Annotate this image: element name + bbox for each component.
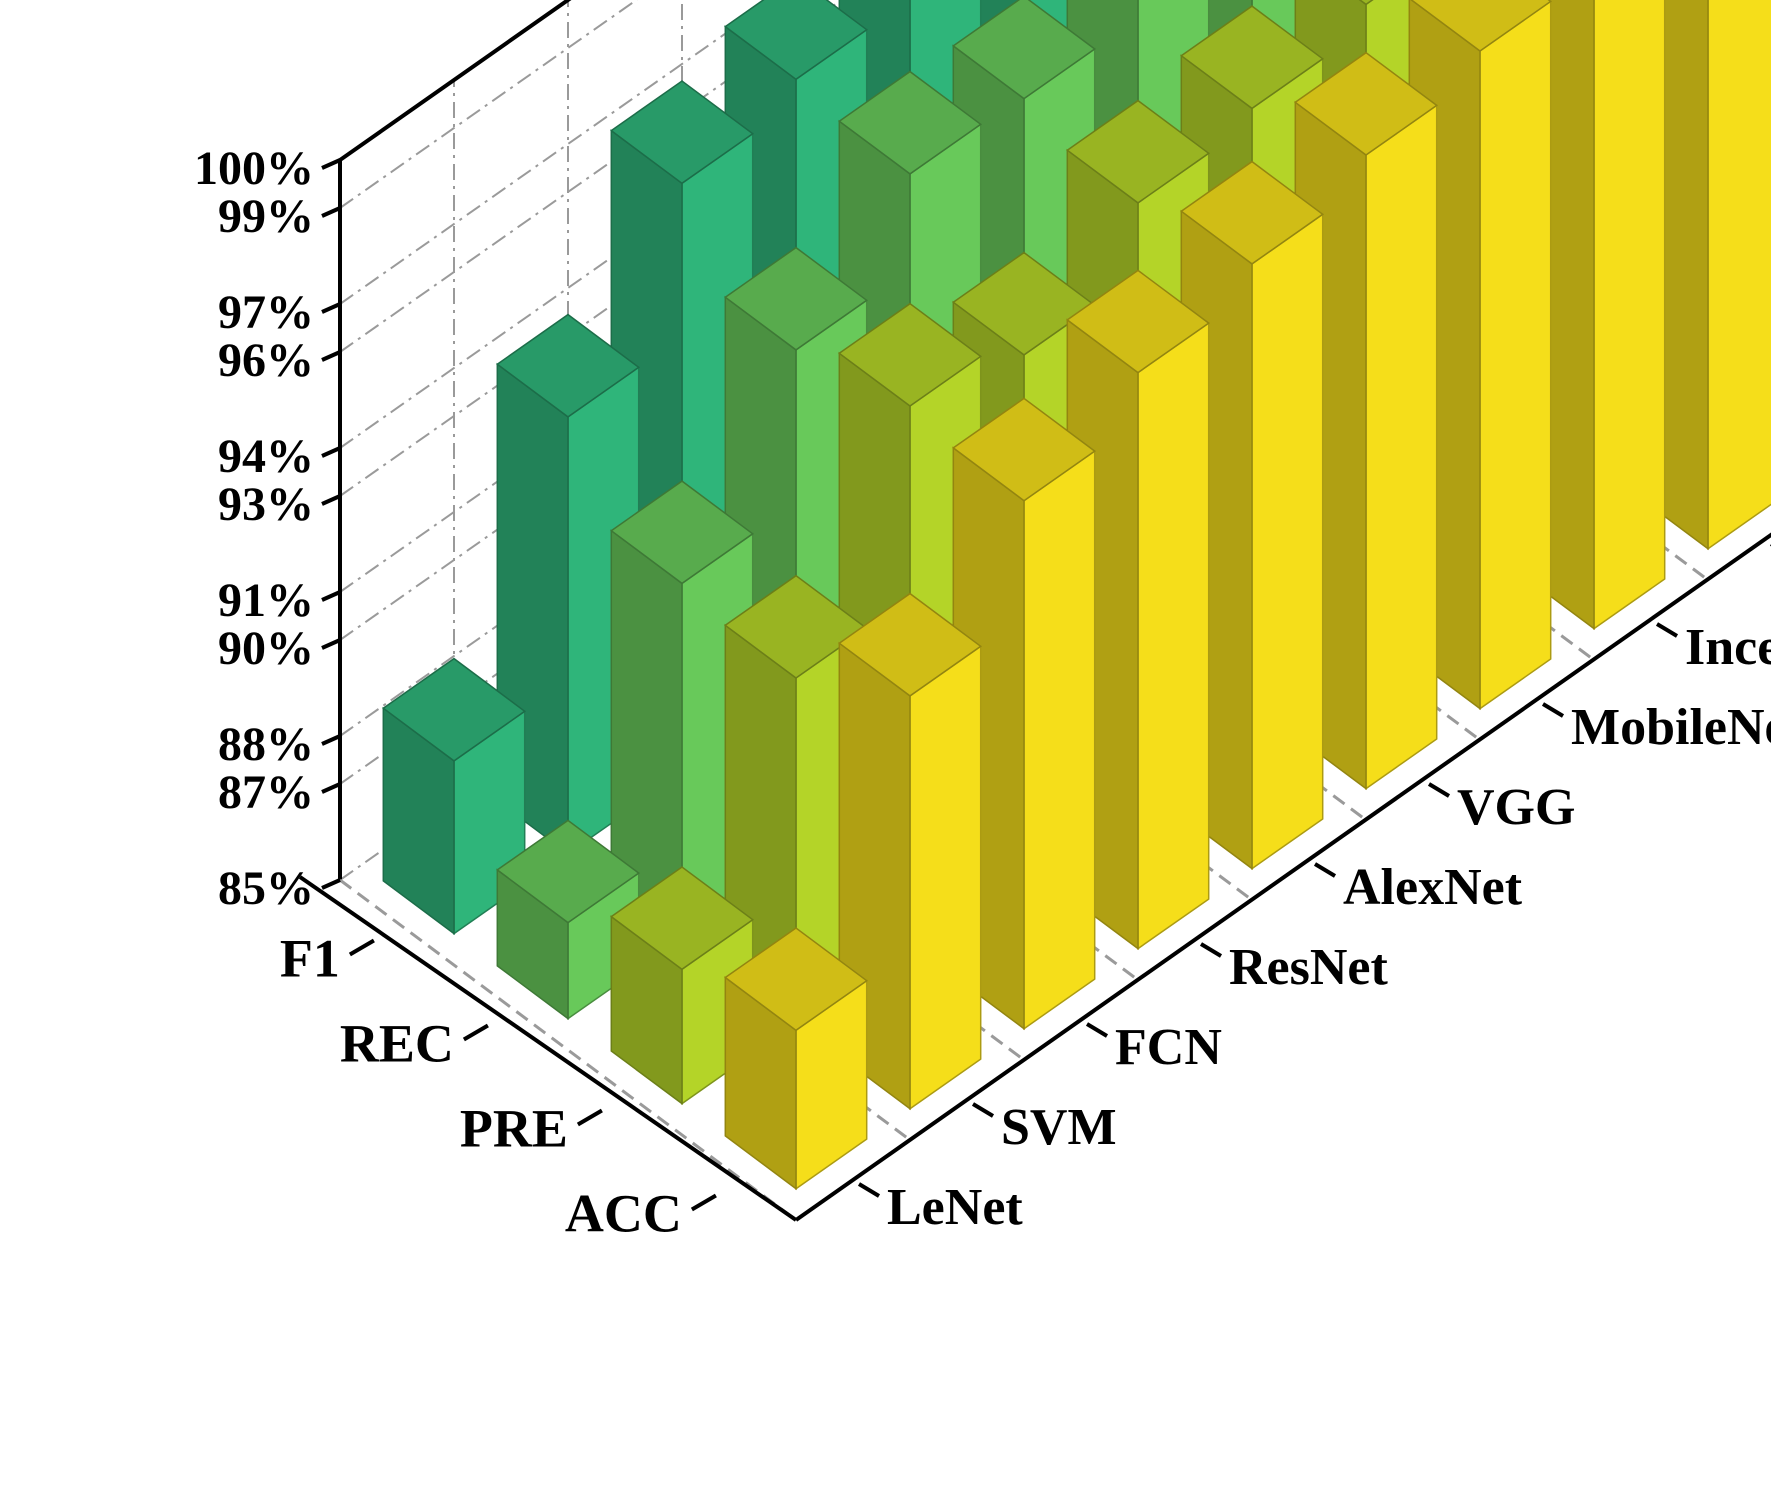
- bar-top-face: [1410, 0, 1552, 52]
- bar-front-face: [1479, 0, 1552, 711]
- z-tick-mark: [321, 782, 341, 794]
- method-tick-mark: [1313, 862, 1337, 878]
- metric-label-rec: REC: [340, 1014, 454, 1074]
- wall-hline: [339, 0, 775, 305]
- bar-top-face: [1294, 51, 1438, 156]
- wall-hline: [339, 0, 844, 353]
- z-tick-label: 94%: [218, 430, 314, 483]
- z-tick-label: 96%: [218, 334, 314, 387]
- bar-top-face: [1180, 160, 1324, 265]
- method-tick-mark: [1199, 942, 1223, 958]
- bar-top-face: [724, 246, 868, 351]
- method-label-fcn: FCN: [1115, 1019, 1222, 1076]
- z-tick-mark: [321, 446, 341, 458]
- z-tick-mark: [321, 734, 341, 746]
- method-label-resnet: ResNet: [1229, 939, 1389, 996]
- bar-top-face: [496, 819, 640, 924]
- floor-line: [339, 878, 797, 1222]
- metric-label-pre: PRE: [460, 1099, 568, 1159]
- z-tick-mark: [321, 590, 341, 602]
- bar-top-face: [610, 866, 754, 971]
- metric-tick-mark: [690, 1193, 717, 1212]
- z-tick-mark: [321, 638, 341, 650]
- bar-front-face: [909, 644, 982, 1111]
- bar-top-face: [952, 397, 1096, 502]
- z-tick-mark: [321, 350, 341, 362]
- method-label-alexnet: AlexNet: [1343, 859, 1523, 916]
- bar-top-face: [1066, 269, 1210, 374]
- bar-front-face: [1137, 321, 1210, 951]
- metric-label-acc: ACC: [565, 1184, 682, 1244]
- z-tick-label: 93%: [218, 478, 314, 531]
- bar-acc-lenet: [724, 927, 868, 1191]
- z-tick-label: 99%: [218, 190, 314, 243]
- bar-top-face: [1358, 0, 1374, 6]
- bar-front-face: [1251, 212, 1324, 871]
- bar-front-face: [1365, 103, 1438, 791]
- method-tick-mark: [1427, 782, 1451, 798]
- z-tick-label: 91%: [218, 574, 314, 627]
- method-label-lenet: LeNet: [887, 1179, 1023, 1236]
- bar-top-face: [1180, 5, 1324, 110]
- z-tick-mark: [321, 878, 341, 890]
- bar-top-face: [724, 0, 868, 81]
- method-label-mobilenet: MobileNet: [1571, 699, 1771, 756]
- bar-top-face: [838, 302, 982, 407]
- method-tick-mark: [971, 1102, 995, 1118]
- method-tick-mark: [1541, 702, 1565, 718]
- bar-top-face: [838, 70, 982, 175]
- z-tick-label: 90%: [218, 622, 314, 675]
- bar-top-face: [952, 0, 1096, 100]
- z-tick-mark: [321, 494, 341, 506]
- method-label-inceptionnet: InceptionNet: [1685, 619, 1771, 676]
- metric-tick-mark: [576, 1108, 603, 1127]
- bar-top-face: [724, 927, 868, 1032]
- z-axis-ticks: 100%99% 97%96% 94%93% 91%90% 88%87% 85%: [194, 142, 341, 915]
- method-label-svm: SVM: [1001, 1099, 1117, 1156]
- bar-front-face: [1593, 0, 1666, 631]
- metric-label-f1: F1: [280, 929, 340, 989]
- method-tick-mark: [857, 1182, 881, 1198]
- z-tick-label: 88%: [218, 718, 314, 771]
- bar-top-face: [838, 592, 982, 697]
- z-tick-label: 100%: [194, 142, 314, 195]
- bar-front-face: [1023, 449, 1096, 1031]
- bar-top-face: [610, 480, 754, 585]
- bar-f1-lenet: [382, 657, 526, 936]
- wall-hline: [339, 0, 639, 209]
- z-tick-mark: [321, 158, 341, 170]
- bar-top-face: [610, 80, 754, 185]
- z-tick-label: 97%: [218, 286, 314, 339]
- z-tick-label: 85%: [218, 862, 314, 915]
- bars: [382, 0, 1771, 1191]
- metric-tick-mark: [348, 938, 375, 957]
- bar-top-face: [1066, 99, 1210, 204]
- z-tick-mark: [321, 302, 341, 314]
- method-label-vgg: VGG: [1457, 779, 1575, 836]
- method-tick-mark: [1655, 622, 1679, 638]
- axes: [298, 532, 1771, 1222]
- method-axis-line: [794, 532, 1771, 1222]
- method-tick-mark: [1085, 1022, 1109, 1038]
- bar-top-face: [496, 313, 640, 418]
- wall-outline: [338, 0, 1368, 880]
- z-tick-label: 87%: [218, 766, 314, 819]
- bar-front-face: [1707, 0, 1771, 551]
- z-tick-mark: [321, 206, 341, 218]
- metric-tick-mark: [462, 1023, 489, 1042]
- bar-top-face: [382, 657, 526, 762]
- metric-axis-line: [298, 875, 798, 1222]
